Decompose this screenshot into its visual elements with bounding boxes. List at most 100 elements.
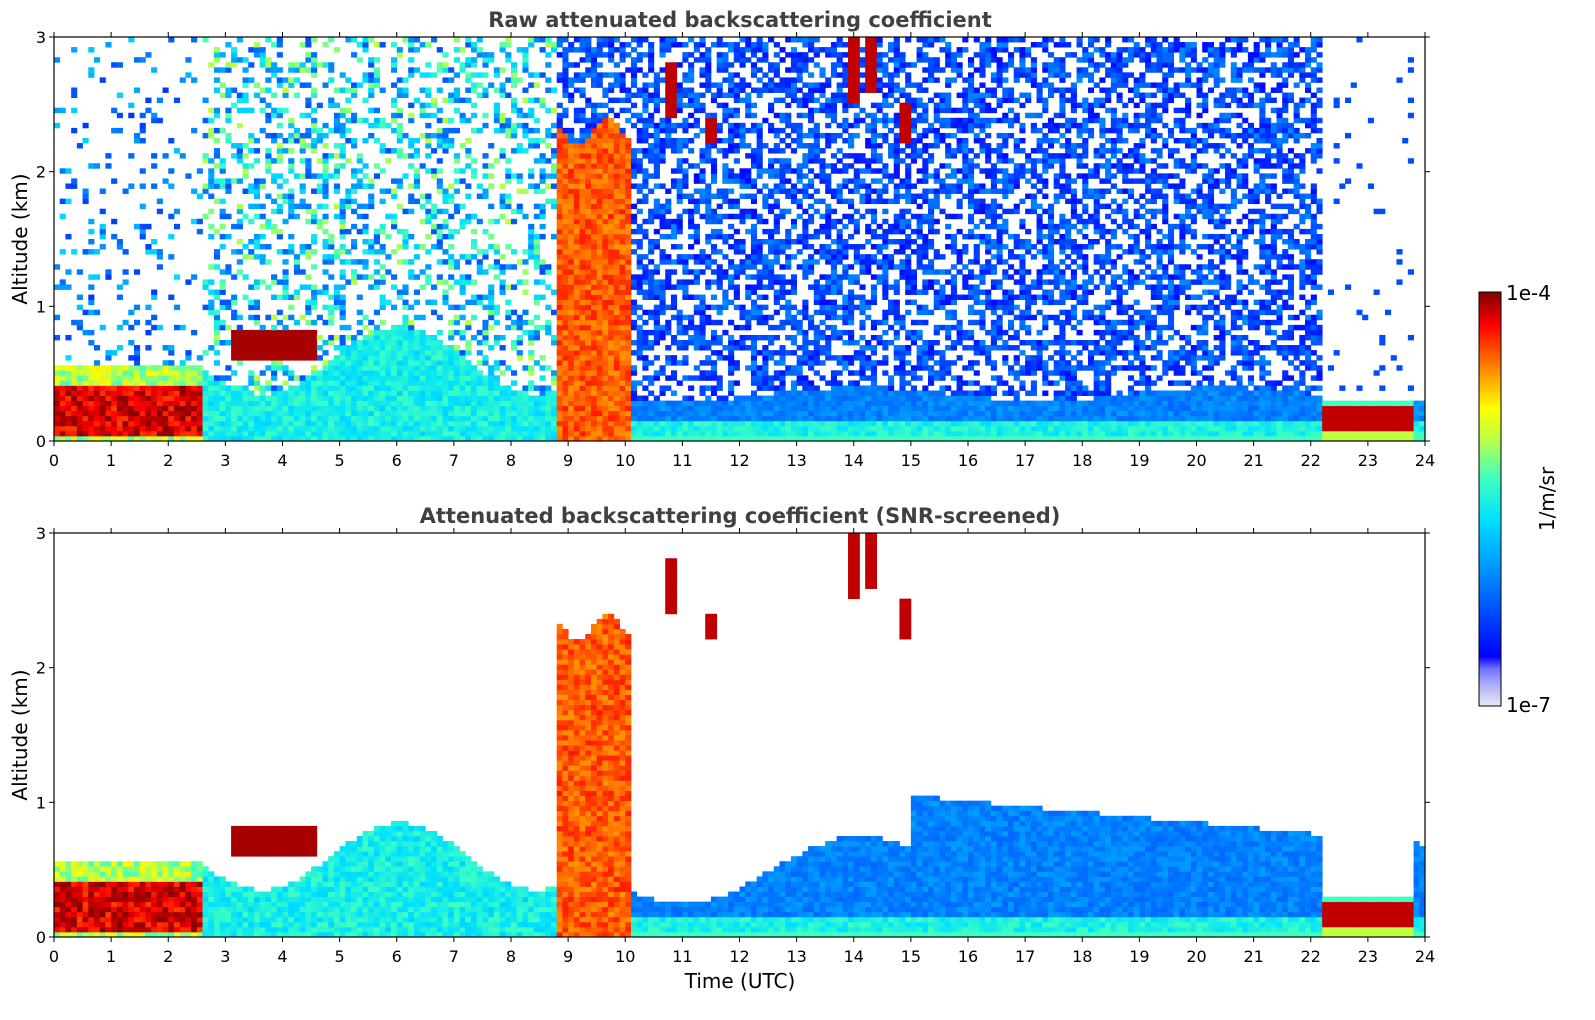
panel-raw-cell — [368, 425, 375, 432]
panel-raw-cell — [682, 127, 689, 134]
panel-raw-cell — [213, 385, 221, 391]
panel-raw-cell — [231, 355, 238, 361]
panel-raw-cell — [545, 435, 552, 441]
panel-raw-cell — [556, 132, 563, 139]
panel-raw-cell — [345, 350, 352, 356]
panel-raw-cell — [88, 218, 95, 225]
panel-raw-cell — [105, 410, 112, 417]
panel-raw-cell — [288, 410, 295, 417]
panel-raw-cell — [499, 92, 506, 98]
panel-raw-cell — [482, 360, 489, 366]
panel-raw-cell — [391, 425, 398, 432]
panel-raw-cell — [573, 158, 580, 164]
panel-raw-cell — [739, 410, 746, 417]
panel-raw-cell — [545, 52, 552, 58]
panel-raw-cell — [482, 163, 489, 169]
panel-raw-cell — [636, 138, 643, 144]
panel-raw-cell — [533, 203, 540, 210]
panel-raw-cell — [613, 345, 620, 351]
panel-raw-cell — [659, 299, 666, 306]
panel-raw-cell — [168, 138, 175, 144]
panel-raw-cell — [659, 259, 666, 265]
panel-raw-cell — [116, 112, 123, 119]
panel-raw-cell — [339, 375, 346, 381]
panel-raw-cell — [676, 87, 683, 93]
panel-raw-cell — [488, 294, 495, 300]
panel-raw-cell — [54, 122, 61, 129]
panel-raw-cell — [339, 203, 346, 210]
panel-raw-cell — [333, 365, 341, 371]
panel-raw-cell — [305, 415, 312, 422]
panel-raw-cell — [413, 274, 420, 280]
panel-raw-cell — [693, 410, 700, 417]
panel-raw-cell — [568, 365, 575, 371]
panel-raw-cell — [436, 168, 443, 174]
panel-raw-cell — [619, 158, 626, 164]
panel-raw-cell — [288, 82, 295, 88]
panel-raw-cell — [453, 405, 460, 412]
panel-raw-cell — [345, 430, 352, 437]
panel-raw-cell — [665, 188, 672, 194]
panel-raw-cell — [562, 52, 569, 58]
panel-raw-cell — [105, 269, 112, 275]
panel-raw-cell — [568, 264, 575, 270]
panel-raw-cell — [453, 390, 460, 396]
panel-raw-cell — [236, 360, 243, 366]
panel-raw-cell — [630, 390, 638, 396]
panel-raw-cell — [630, 304, 638, 311]
panel-raw-cell — [242, 153, 249, 159]
panel-raw-cell — [562, 132, 569, 139]
panel-raw-cell — [339, 274, 346, 280]
panel-raw-cell — [465, 97, 472, 104]
panel-raw-cell — [305, 163, 312, 169]
panel-raw-cell — [562, 223, 569, 230]
panel-raw-cell — [413, 254, 420, 260]
panel-raw-cell — [242, 97, 249, 104]
panel-raw-cell — [425, 213, 432, 220]
panel-raw-cell — [293, 329, 301, 336]
panel-raw-cell — [590, 254, 598, 260]
panel-raw-cell — [699, 385, 706, 391]
panel-raw-cell — [259, 430, 266, 437]
panel-raw-cell — [379, 420, 386, 427]
panel-raw-cell — [545, 395, 552, 401]
panel-raw-cell — [419, 340, 426, 346]
panel-raw-cell — [151, 380, 158, 386]
panel-raw-cell — [208, 299, 215, 306]
panel-raw-cell — [402, 415, 409, 422]
panel-raw-cell — [156, 198, 163, 205]
panel-raw-cell — [156, 208, 163, 215]
panel-raw-cell — [236, 350, 243, 356]
panel-raw-cell — [453, 430, 460, 437]
panel-raw-cell — [476, 52, 483, 58]
panel-raw-cell — [305, 67, 312, 73]
panel-raw-cell — [699, 57, 706, 63]
panel-raw-cell — [659, 435, 666, 441]
panel-raw-cell — [613, 47, 620, 53]
panel-raw-cell — [493, 380, 500, 386]
panel-raw-cell — [608, 380, 615, 386]
panel-raw-cell — [579, 289, 586, 295]
panel-raw-cell — [242, 329, 249, 336]
panel-raw-cell — [653, 244, 660, 250]
panel-raw-cell — [659, 67, 666, 73]
panel-raw-cell — [173, 390, 181, 396]
panel-raw-cell — [293, 425, 301, 432]
panel-raw-cell — [499, 430, 506, 437]
panel-raw-cell — [699, 415, 706, 422]
panel-raw-cell — [276, 430, 283, 437]
panel-raw-cell — [88, 67, 95, 73]
panel-raw-cell — [379, 385, 386, 391]
panel-raw-cell — [213, 178, 221, 184]
panel-raw-cell — [305, 329, 312, 336]
panel-raw-cell — [630, 213, 638, 220]
panel-raw-cell — [236, 340, 243, 346]
panel-raw-cell — [608, 435, 615, 441]
panel-raw-cell — [705, 360, 712, 366]
panel-raw-cell — [625, 299, 632, 306]
panel-raw-cell — [116, 420, 123, 427]
panel-raw-cell — [556, 77, 563, 83]
panel-raw-cell — [431, 284, 438, 290]
panel-raw-cell — [116, 239, 123, 245]
panel-raw-cell — [253, 314, 261, 321]
